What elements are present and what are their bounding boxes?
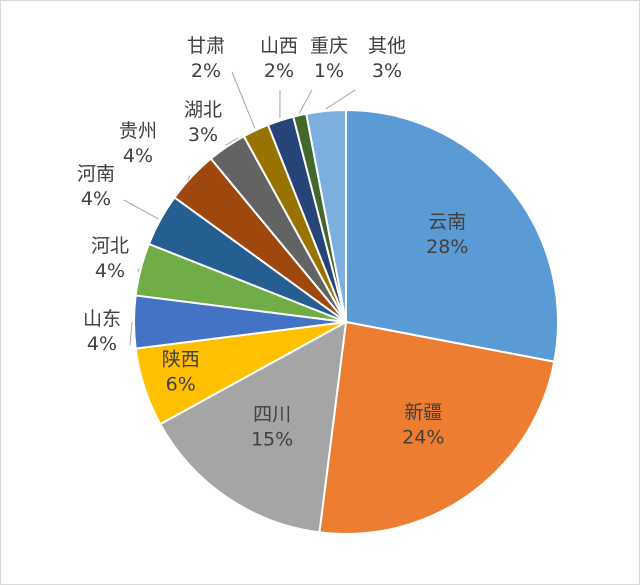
slice-percent-label: 3% bbox=[372, 60, 402, 82]
slice-name-label: 贵州 bbox=[119, 120, 157, 142]
slice-name-label: 其他 bbox=[368, 35, 406, 57]
slice-percent-label: 2% bbox=[264, 60, 294, 82]
slice-percent-label: 2% bbox=[191, 60, 221, 82]
slice-name-label: 陕西 bbox=[162, 349, 200, 371]
slice-percent-label: 3% bbox=[188, 124, 218, 146]
slice-name-label: 山西 bbox=[260, 35, 298, 57]
slice-name-label: 河南 bbox=[77, 163, 115, 185]
pie-slices bbox=[133, 108, 559, 535]
slice-percent-label: 28% bbox=[426, 236, 468, 258]
leader-lines bbox=[123, 71, 356, 346]
slice-percent-label: 6% bbox=[166, 374, 196, 396]
slice-percent-label: 15% bbox=[251, 429, 293, 451]
slice-percent-label: 4% bbox=[87, 333, 117, 355]
leader-line-6 bbox=[137, 268, 140, 273]
slice-name-label: 湖北 bbox=[184, 99, 222, 121]
slice-name-label: 甘肃 bbox=[187, 35, 225, 57]
leader-line-8 bbox=[187, 175, 191, 181]
slice-percent-label: 4% bbox=[95, 260, 125, 282]
slice-name-label: 云南 bbox=[428, 211, 466, 233]
leader-line-13 bbox=[325, 89, 356, 110]
leader-line-9 bbox=[225, 137, 239, 146]
pie-slice-3 bbox=[158, 320, 348, 534]
leader-line-7 bbox=[123, 199, 159, 220]
slice-name-label: 山东 bbox=[83, 308, 121, 330]
slice-percent-label: 24% bbox=[402, 426, 444, 448]
slice-name-label: 重庆 bbox=[310, 35, 348, 57]
leader-line-12 bbox=[298, 89, 313, 114]
slice-labels: 云南 28% 新疆 24% 四川 15% 陕西 6% 山东 4% 河北 4% 河南 4% 贵州 4% 湖北 3% 甘… bbox=[77, 35, 468, 451]
slice-name-label: 河北 bbox=[91, 235, 129, 257]
slice-percent-label: 4% bbox=[81, 188, 111, 210]
slice-name-label: 新疆 bbox=[404, 401, 442, 423]
slice-percent-label: 1% bbox=[314, 60, 344, 82]
pie-slice-2 bbox=[318, 320, 556, 535]
slice-percent-label: 4% bbox=[123, 145, 153, 167]
slice-name-label: 四川 bbox=[253, 404, 291, 426]
leader-line-5 bbox=[129, 321, 133, 346]
pie-slice-13 bbox=[305, 108, 347, 323]
pie-slice-1 bbox=[345, 108, 559, 363]
leader-line-10 bbox=[231, 71, 256, 129]
